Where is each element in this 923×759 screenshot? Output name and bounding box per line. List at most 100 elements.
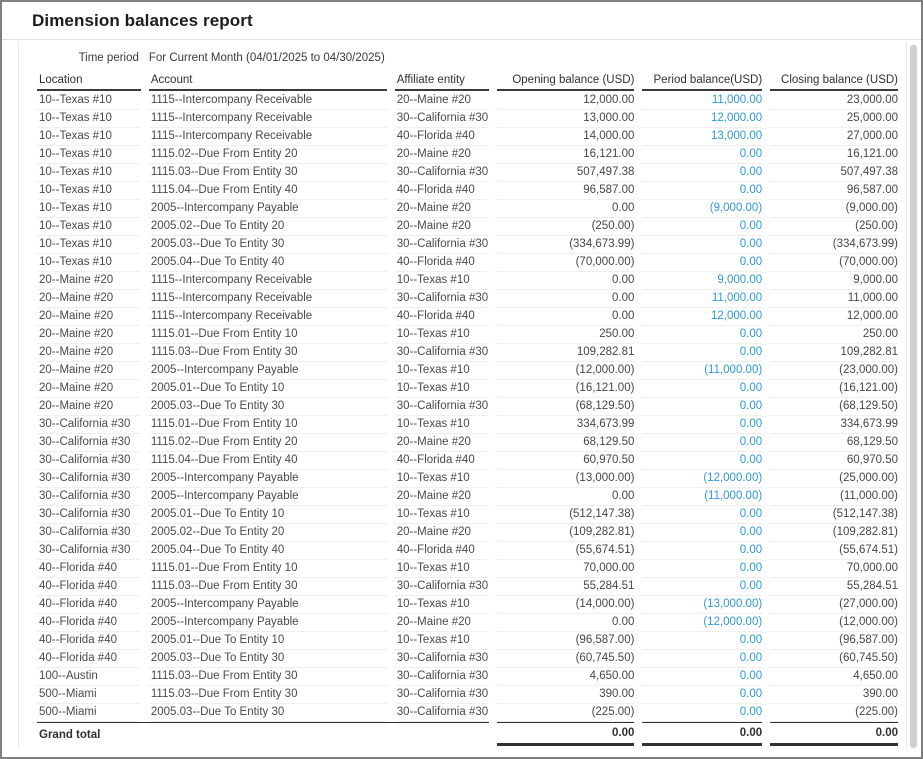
account-cell: 1115--Intercompany Receivable [148, 308, 387, 326]
account-cell: 1115.03--Due From Entity 30 [148, 344, 387, 362]
closing-balance-cell: 4,650.00 [770, 668, 898, 686]
period-balance-cell[interactable]: (12,000.00) [642, 614, 763, 632]
scrollbar-thumb[interactable] [910, 45, 917, 748]
period-balance-cell[interactable]: (11,000.00) [642, 362, 763, 380]
account-cell: 1115.02--Due From Entity 20 [148, 146, 387, 164]
table-row: 20--Maine #20 2005--Intercompany Payable 1… [37, 362, 898, 380]
period-balance-cell[interactable]: (12,000.00) [642, 470, 763, 488]
period-balance-cell[interactable]: 0.00 [642, 416, 763, 434]
opening-balance-cell: (13,000.00) [497, 470, 635, 488]
location-cell: 20--Maine #20 [37, 326, 141, 344]
table-row: 40--Florida #40 2005.01--Due To Entity 10… [37, 632, 898, 650]
opening-balance-cell: 12,000.00 [497, 91, 635, 110]
table-foot: Grand total 0.00 0.00 0.00 [37, 722, 898, 746]
table-row: 40--Florida #40 2005.03--Due To Entity 30… [37, 650, 898, 668]
account-cell: 1115--Intercompany Receivable [148, 272, 387, 290]
period-balance-cell[interactable]: 0.00 [642, 164, 763, 182]
affiliate-entity-cell: 30--California #30 [394, 578, 490, 596]
account-cell: 2005--Intercompany Payable [148, 488, 387, 506]
closing-balance-cell: (60,745.50) [770, 650, 898, 668]
opening-balance-cell: 334,673.99 [497, 416, 635, 434]
closing-balance-cell: 12,000.00 [770, 308, 898, 326]
location-cell: 30--California #30 [37, 434, 141, 452]
period-balance-cell[interactable]: 0.00 [642, 560, 763, 578]
period-balance-cell[interactable]: 13,000.00 [642, 128, 763, 146]
affiliate-entity-cell: 40--Florida #40 [394, 182, 490, 200]
opening-balance-cell: (70,000.00) [497, 254, 635, 272]
account-cell: 2005--Intercompany Payable [148, 362, 387, 380]
opening-balance-cell: (250.00) [497, 218, 635, 236]
opening-balance-cell: 0.00 [497, 614, 635, 632]
period-balance-cell[interactable]: 0.00 [642, 182, 763, 200]
period-balance-cell[interactable]: 0.00 [642, 236, 763, 254]
period-balance-cell[interactable]: (13,000.00) [642, 596, 763, 614]
opening-balance-cell: (68,129.50) [497, 398, 635, 416]
table-row: 30--California #30 2005.04--Due To Entity… [37, 542, 898, 560]
period-balance-cell[interactable]: 0.00 [642, 686, 763, 704]
vertical-scrollbar[interactable] [909, 44, 918, 749]
affiliate-entity-cell: 10--Texas #10 [394, 506, 490, 524]
account-cell: 1115--Intercompany Receivable [148, 128, 387, 146]
closing-balance-cell: 507,497.38 [770, 164, 898, 182]
period-balance-cell[interactable]: 12,000.00 [642, 308, 763, 326]
location-cell: 20--Maine #20 [37, 398, 141, 416]
period-balance-cell[interactable]: 0.00 [642, 326, 763, 344]
closing-balance-cell: 250.00 [770, 326, 898, 344]
period-balance-cell[interactable]: 0.00 [642, 524, 763, 542]
report-table: Time period For Current Month (04/01/202… [29, 48, 906, 746]
table-row: 10--Texas #10 2005.02--Due To Entity 20 20… [37, 218, 898, 236]
table-row: 10--Texas #10 1115.03--Due From Entity 30… [37, 164, 898, 182]
period-balance-cell[interactable]: 0.00 [642, 218, 763, 236]
opening-balance-cell: (225.00) [497, 704, 635, 722]
period-balance-cell[interactable]: (11,000.00) [642, 488, 763, 506]
period-balance-cell[interactable]: 12,000.00 [642, 110, 763, 128]
period-balance-cell[interactable]: 0.00 [642, 578, 763, 596]
period-balance-cell[interactable]: 0.00 [642, 380, 763, 398]
table-row: 500--Miami 1115.03--Due From Entity 30 30-… [37, 686, 898, 704]
location-cell: 30--California #30 [37, 470, 141, 488]
table-row: 30--California #30 2005.01--Due To Entity… [37, 506, 898, 524]
affiliate-entity-cell: 30--California #30 [394, 398, 490, 416]
opening-balance-cell: 0.00 [497, 488, 635, 506]
table-row: 20--Maine #20 1115--Intercompany Receivab… [37, 272, 898, 290]
period-balance-cell[interactable]: 0.00 [642, 704, 763, 722]
opening-balance-cell: (60,745.50) [497, 650, 635, 668]
period-balance-cell[interactable]: 0.00 [642, 632, 763, 650]
period-balance-cell[interactable]: 0.00 [642, 344, 763, 362]
affiliate-entity-cell: 30--California #30 [394, 344, 490, 362]
period-balance-cell[interactable]: 0.00 [642, 146, 763, 164]
account-cell: 2005.03--Due To Entity 30 [148, 236, 387, 254]
account-cell: 2005.01--Due To Entity 10 [148, 506, 387, 524]
affiliate-entity-cell: 30--California #30 [394, 290, 490, 308]
grand-total-period: 0.00 [642, 722, 763, 746]
period-balance-cell[interactable]: 0.00 [642, 542, 763, 560]
closing-balance-cell: 68,129.50 [770, 434, 898, 452]
location-cell: 30--California #30 [37, 542, 141, 560]
period-balance-cell[interactable]: 0.00 [642, 650, 763, 668]
location-cell: 20--Maine #20 [37, 290, 141, 308]
location-cell: 40--Florida #40 [37, 596, 141, 614]
period-balance-cell[interactable]: 9,000.00 [642, 272, 763, 290]
account-cell: 1115.04--Due From Entity 40 [148, 182, 387, 200]
period-balance-cell[interactable]: 0.00 [642, 506, 763, 524]
period-balance-cell[interactable]: 0.00 [642, 398, 763, 416]
account-cell: 2005.01--Due To Entity 10 [148, 632, 387, 650]
affiliate-entity-cell: 10--Texas #10 [394, 380, 490, 398]
opening-balance-cell: (109,282.81) [497, 524, 635, 542]
period-balance-cell[interactable]: 0.00 [642, 452, 763, 470]
account-cell: 2005--Intercompany Payable [148, 470, 387, 488]
account-cell: 2005--Intercompany Payable [148, 614, 387, 632]
period-balance-cell[interactable]: 0.00 [642, 254, 763, 272]
affiliate-entity-cell: 40--Florida #40 [394, 128, 490, 146]
period-balance-cell[interactable]: (9,000.00) [642, 200, 763, 218]
closing-balance-cell: 9,000.00 [770, 272, 898, 290]
affiliate-entity-cell: 30--California #30 [394, 686, 490, 704]
opening-balance-cell: 0.00 [497, 308, 635, 326]
opening-balance-cell: 0.00 [497, 290, 635, 308]
account-cell: 1115.04--Due From Entity 40 [148, 452, 387, 470]
grand-total-closing: 0.00 [770, 722, 898, 746]
period-balance-cell[interactable]: 11,000.00 [642, 91, 763, 110]
period-balance-cell[interactable]: 11,000.00 [642, 290, 763, 308]
period-balance-cell[interactable]: 0.00 [642, 668, 763, 686]
period-balance-cell[interactable]: 0.00 [642, 434, 763, 452]
